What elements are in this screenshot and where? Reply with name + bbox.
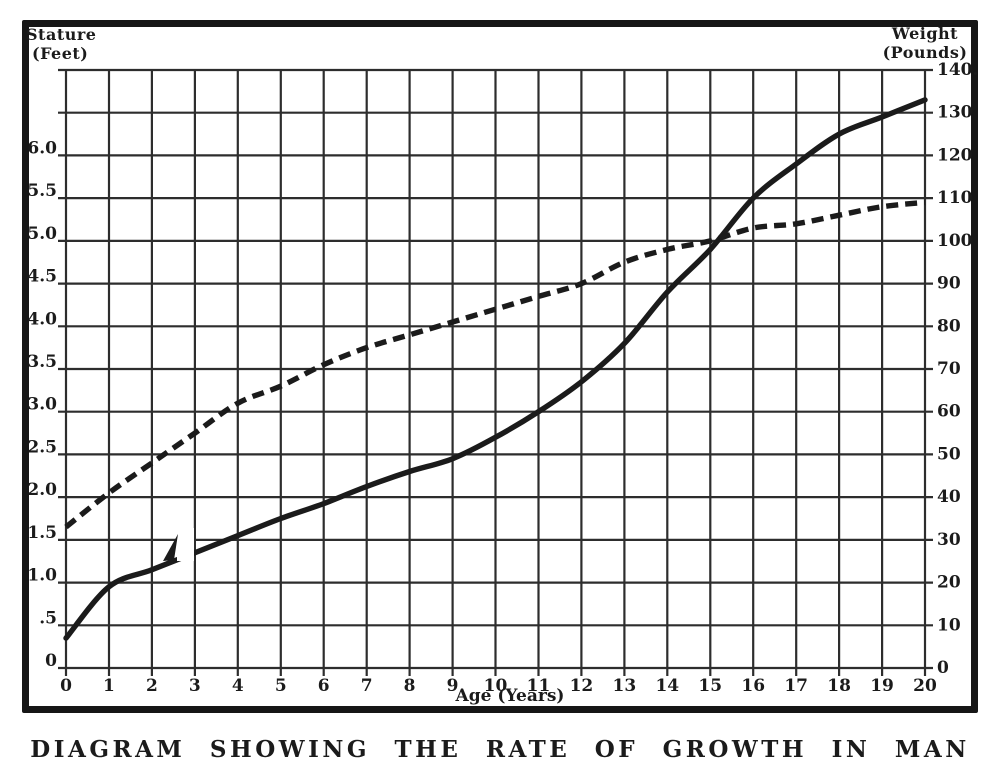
left-axis-tick-label: 3.0 — [27, 395, 57, 415]
left-axis-tick-label: .5 — [39, 608, 57, 628]
x-axis-tick-label: 13 — [613, 676, 637, 696]
right-axis-tick-label: 140. — [937, 60, 978, 80]
x-axis-tick-label: 9 — [447, 676, 459, 696]
x-axis-tick-label: 8 — [404, 676, 416, 696]
right-axis-title: Weight (Pounds) — [880, 24, 970, 62]
right-axis-tick-label: 30 — [937, 530, 961, 550]
x-axis-label: Age (Years) — [455, 686, 565, 706]
left-axis-tick-label: 4.0 — [27, 309, 57, 329]
left-axis-tick-label: 0 — [45, 651, 57, 671]
right-axis-tick-label: 90 — [937, 274, 961, 294]
chart-frame — [22, 20, 978, 713]
pen-flick-artifact — [163, 534, 178, 561]
stature-curve — [64, 199, 926, 530]
x-axis-tick-label: 11 — [527, 676, 551, 696]
x-axis-tick-label: 18 — [827, 676, 851, 696]
right-axis-title-line1: Weight — [891, 24, 959, 43]
x-axis-tick-label: 5 — [275, 676, 287, 696]
left-axis-tick-label: 5.5 — [27, 181, 57, 201]
right-axis-tick-label: 100 — [937, 231, 973, 251]
right-axis-tick-label: 130 — [937, 103, 973, 123]
left-axis-tick-label: 1.0 — [27, 566, 57, 586]
weight-curve — [63, 97, 928, 641]
x-axis-tick-label: 2 — [146, 676, 158, 696]
x-axis-tick-label: 16 — [741, 676, 765, 696]
grid-lines — [58, 68, 933, 676]
x-axis-tick-label: 14 — [655, 676, 679, 696]
right-axis-tick-label: 70 — [937, 359, 961, 379]
left-axis-tick-label: 6.0 — [27, 138, 57, 158]
x-axis-tick-label: 7 — [361, 676, 373, 696]
left-axis-tick-label: 2.0 — [27, 480, 57, 500]
left-axis-tick-label: 2.5 — [27, 437, 57, 457]
right-axis-tick-label: 20 — [937, 573, 961, 593]
x-axis-tick-label: 6 — [318, 676, 330, 696]
left-axis-tick-label: 3.5 — [27, 352, 57, 372]
x-axis-tick-label: 17 — [784, 676, 808, 696]
right-axis-tick-label: 80 — [937, 316, 961, 336]
left-axis-tick-label: 1.5 — [27, 523, 57, 543]
x-axis-tick-label: 20 — [913, 676, 937, 696]
figure-caption: DIAGRAM SHOWING THE RATE OF GROWTH IN MA… — [30, 736, 970, 763]
x-axis-tick-label: 0 — [60, 676, 72, 696]
x-axis-tick-label: 3 — [189, 676, 201, 696]
left-axis-tick-label: 4.5 — [27, 267, 57, 287]
x-axis-tick-label: 10 — [484, 676, 508, 696]
left-axis-tick-label: 5.0 — [27, 224, 57, 244]
x-axis-tick-label: 12 — [570, 676, 594, 696]
curve-break-patch — [177, 528, 194, 561]
x-axis-tick-label: 19 — [870, 676, 894, 696]
right-axis-tick-label: 0 — [937, 658, 949, 678]
right-axis-title-line2: (Pounds) — [882, 43, 968, 62]
left-axis-title-line1: Stature — [26, 25, 97, 44]
right-axis-tick-label: 10 — [937, 615, 961, 635]
right-axis-tick-label: 50 — [937, 444, 961, 464]
x-axis-tick-label: 4 — [232, 676, 244, 696]
left-axis-title: Stature (Feet) — [26, 25, 104, 63]
x-axis-tick-label: 1 — [103, 676, 115, 696]
right-axis-tick-label: 110 — [937, 188, 973, 208]
right-axis-tick-label: 40 — [937, 487, 961, 507]
x-axis-tick-label: 15 — [698, 676, 722, 696]
right-axis-tick-label: 120 — [937, 145, 973, 165]
right-axis-tick-label: 60 — [937, 402, 961, 422]
left-axis-title-line2: (Feet) — [32, 44, 89, 63]
